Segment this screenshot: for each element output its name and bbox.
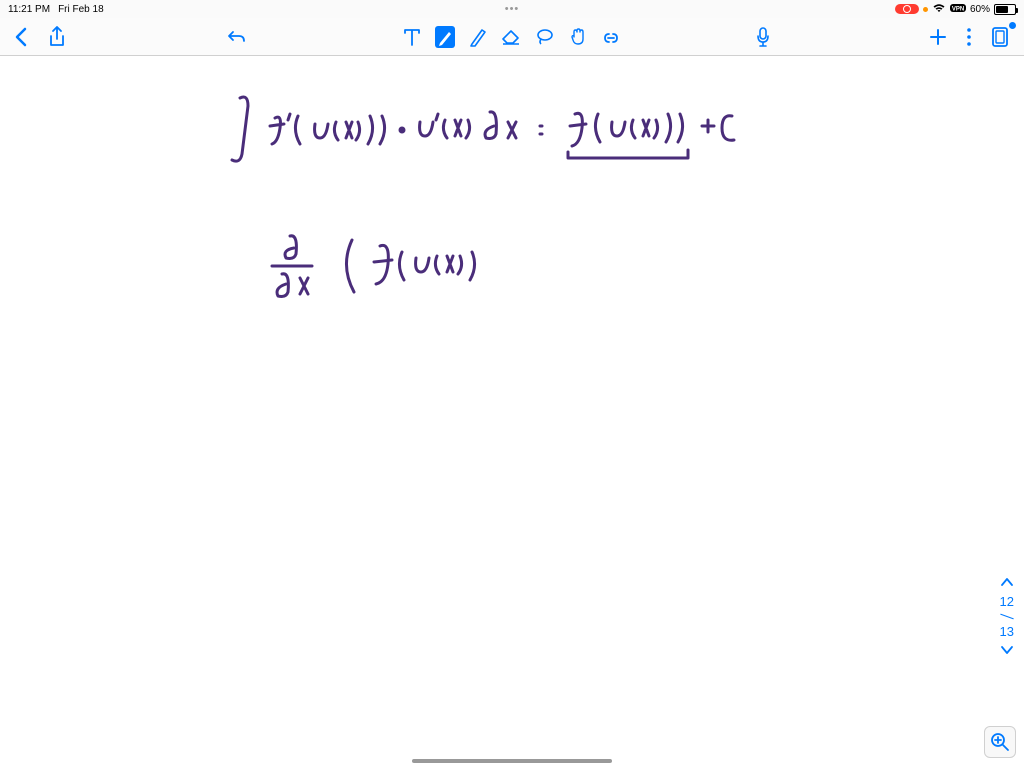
wifi-icon: [932, 3, 946, 16]
eraser-tool-icon[interactable]: [501, 28, 521, 46]
add-button[interactable]: [928, 27, 948, 47]
toolbar: [0, 18, 1024, 56]
page-down-icon[interactable]: [1000, 643, 1014, 658]
page-total: 13: [1000, 624, 1014, 639]
battery-pct: 60%: [970, 4, 990, 15]
hand-tool-icon[interactable]: [569, 27, 587, 47]
vpn-icon: VPN: [950, 3, 966, 16]
notification-dot-icon: [1009, 22, 1016, 29]
zoom-button[interactable]: [984, 726, 1016, 758]
page-sep-icon: [1000, 614, 1013, 620]
more-button[interactable]: [966, 27, 972, 47]
pages-button[interactable]: [990, 26, 1010, 48]
back-button[interactable]: [14, 27, 28, 47]
screen-record-indicator[interactable]: [895, 4, 919, 14]
canvas[interactable]: [0, 56, 1024, 768]
battery-icon: [994, 4, 1016, 15]
handwriting-line-1: [220, 86, 800, 176]
home-indicator[interactable]: [412, 759, 612, 763]
page-current: 12: [1000, 594, 1014, 609]
status-bar: 11:21 PM Fri Feb 18 ••• VPN 60%: [0, 0, 1024, 18]
lasso-tool-icon[interactable]: [535, 28, 555, 46]
handwriting-line-2: [260, 226, 540, 306]
mic-use-dot-icon: [923, 7, 928, 12]
share-button[interactable]: [48, 26, 66, 48]
page-up-icon[interactable]: [1000, 575, 1014, 590]
status-time: 11:21 PM: [8, 4, 50, 15]
status-date: Fri Feb 18: [58, 4, 104, 15]
link-tool-icon[interactable]: [601, 28, 621, 46]
undo-button[interactable]: [225, 28, 247, 46]
pencil-tool-icon[interactable]: [469, 27, 487, 47]
page-navigator[interactable]: 12 13: [1000, 575, 1014, 658]
text-tool-icon[interactable]: [403, 27, 421, 47]
status-dots: •••: [505, 3, 520, 15]
svg-text:VPN: VPN: [952, 6, 964, 12]
mic-button[interactable]: [755, 26, 771, 48]
pen-tool-icon[interactable]: [435, 26, 455, 48]
